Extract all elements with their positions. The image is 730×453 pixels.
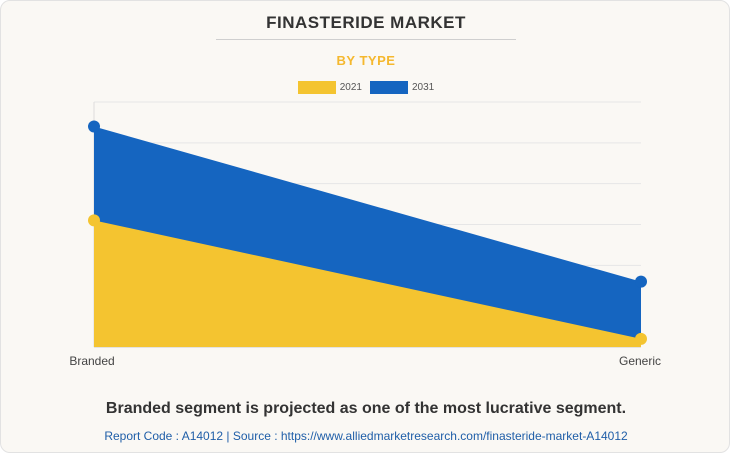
legend-item-2031[interactable]: 2031 — [370, 81, 434, 94]
legend-label-2031: 2031 — [412, 82, 435, 93]
source-link[interactable]: Report Code : A14012 | Source : https://… — [104, 429, 628, 443]
chart-legend: 2021 2031 — [1, 81, 729, 94]
title-divider — [216, 39, 516, 40]
data-point-2021-generic — [635, 332, 647, 345]
legend-swatch-2031 — [370, 81, 408, 94]
chart-caption: Branded segment is projected as one of t… — [105, 400, 627, 417]
data-point-2031-branded — [88, 120, 100, 133]
legend-label-2021: 2021 — [339, 82, 362, 93]
legend-item-2021[interactable]: 2021 — [297, 81, 362, 94]
area-series-2021 — [94, 220, 641, 347]
data-point-2031-generic — [635, 275, 647, 288]
legend-swatch-2021 — [297, 81, 336, 94]
chart-subtitle: BY TYPE — [336, 53, 396, 68]
x-tick-label-generic: Generic — [619, 354, 661, 368]
x-tick-label-branded: Branded — [69, 354, 114, 368]
chart-title: FINASTERIDE MARKET — [266, 13, 466, 32]
data-point-2021-branded — [88, 214, 100, 227]
